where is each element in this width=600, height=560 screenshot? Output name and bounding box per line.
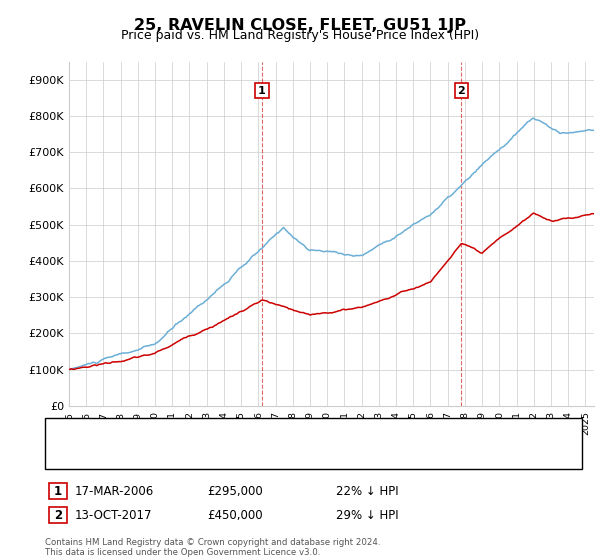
Text: ——: —— (56, 449, 83, 463)
Text: 22% ↓ HPI: 22% ↓ HPI (336, 484, 398, 498)
Text: 2: 2 (54, 508, 62, 522)
Text: HPI: Average price, detached house, Hart: HPI: Average price, detached house, Hart (90, 451, 316, 461)
Text: 17-MAR-2006: 17-MAR-2006 (75, 484, 154, 498)
Text: 2: 2 (457, 86, 465, 96)
Text: 29% ↓ HPI: 29% ↓ HPI (336, 508, 398, 522)
Text: 25, RAVELIN CLOSE, FLEET, GU51 1JP (detached house): 25, RAVELIN CLOSE, FLEET, GU51 1JP (deta… (90, 427, 392, 437)
Text: 1: 1 (258, 86, 266, 96)
Text: 13-OCT-2017: 13-OCT-2017 (75, 508, 152, 522)
Text: 25, RAVELIN CLOSE, FLEET, GU51 1JP: 25, RAVELIN CLOSE, FLEET, GU51 1JP (134, 18, 466, 33)
Text: This data is licensed under the Open Government Licence v3.0.: This data is licensed under the Open Gov… (45, 548, 320, 557)
Text: 1: 1 (54, 484, 62, 498)
Text: Contains HM Land Registry data © Crown copyright and database right 2024.: Contains HM Land Registry data © Crown c… (45, 538, 380, 547)
Text: £295,000: £295,000 (207, 484, 263, 498)
Text: ——: —— (56, 425, 83, 439)
Text: Price paid vs. HM Land Registry's House Price Index (HPI): Price paid vs. HM Land Registry's House … (121, 29, 479, 42)
Text: £450,000: £450,000 (207, 508, 263, 522)
